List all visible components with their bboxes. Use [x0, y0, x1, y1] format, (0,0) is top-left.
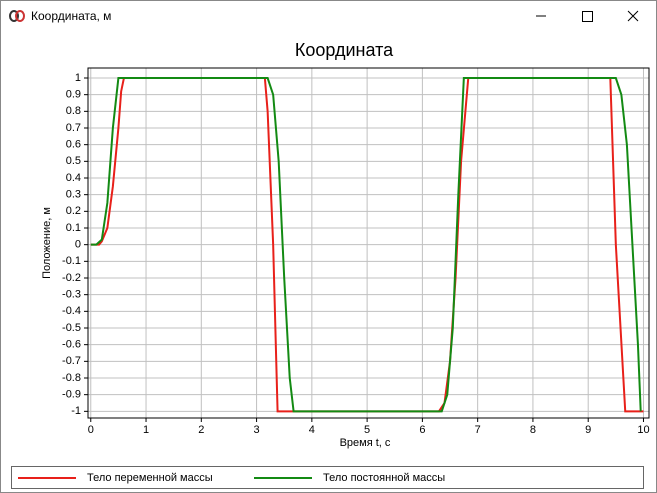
y-tick-label: 0.3: [66, 189, 81, 201]
y-tick-label: -0.6: [62, 339, 81, 351]
y-tick-label: 0: [75, 239, 81, 251]
y-tick-label: -0.2: [62, 272, 81, 284]
x-tick-label: 10: [637, 424, 649, 436]
chart: Координата Время t, с Положение, м 1 0.9 0…: [1, 31, 656, 492]
minimize-button[interactable]: [518, 1, 564, 31]
x-tick-label: 8: [530, 424, 536, 436]
series-line: [90, 77, 642, 413]
y-tick-label: 0.5: [66, 155, 81, 167]
y-tick-label: -0.8: [62, 372, 81, 384]
y-tick-label: 0.4: [66, 172, 81, 184]
plot-frame: [87, 67, 650, 419]
plot-area: [87, 67, 650, 419]
y-tick-label: -0.9: [62, 389, 81, 401]
y-tick-label: -0.7: [62, 355, 81, 367]
close-button[interactable]: [610, 1, 656, 31]
y-tick-label: 0.1: [66, 222, 81, 234]
x-tick-label: 7: [475, 424, 481, 436]
x-tick-label: 9: [585, 424, 591, 436]
y-axis-label: Положение, м: [41, 207, 53, 279]
title-bar: Координата, м: [1, 1, 656, 31]
x-tick-label: 4: [309, 424, 315, 436]
x-tick-label: 6: [419, 424, 425, 436]
maximize-button[interactable]: [564, 1, 610, 31]
legend-label: Тело переменной массы: [87, 472, 213, 484]
y-tick-label: 0.7: [66, 122, 81, 134]
y-tick-label: 0.6: [66, 139, 81, 151]
x-tick-label: 5: [364, 424, 370, 436]
x-tick-label: 2: [198, 424, 204, 436]
y-tick-label: 1: [75, 72, 81, 84]
x-tick-label: 3: [254, 424, 260, 436]
x-tick-label: 0: [88, 424, 94, 436]
y-tick-label: -0.3: [62, 289, 81, 301]
y-tick-label: -0.5: [62, 322, 81, 334]
legend: [11, 466, 644, 489]
y-tick-label: 0.8: [66, 105, 81, 117]
y-tick-label: -1: [71, 405, 81, 417]
y-tick-label: 0.2: [66, 205, 81, 217]
y-tick-label: -0.1: [62, 255, 81, 267]
chart-title: Координата: [295, 40, 394, 60]
app-icon: [9, 10, 25, 22]
y-tick-label: 0.9: [66, 89, 81, 101]
x-tick-label: 1: [143, 424, 149, 436]
window-title: Координата, м: [31, 9, 112, 23]
legend-label: Тело постоянной массы: [323, 472, 445, 484]
x-axis-label: Время t, с: [340, 437, 391, 449]
y-tick-label: -0.4: [62, 305, 81, 317]
